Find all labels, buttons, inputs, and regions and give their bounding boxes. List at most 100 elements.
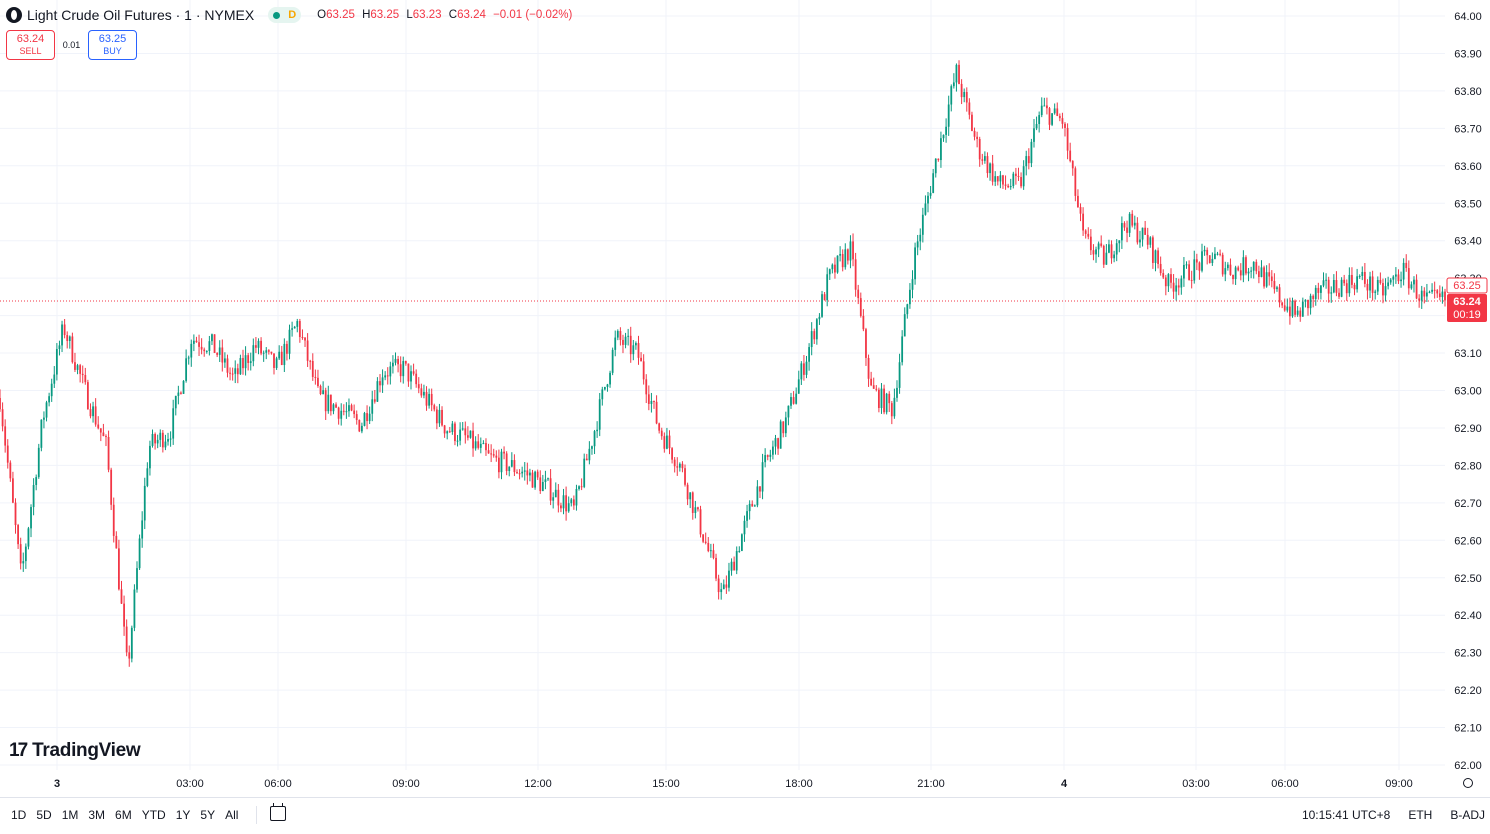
y-tick-label: 62.00 — [1454, 760, 1482, 772]
candle-body — [854, 259, 857, 290]
candle-body — [885, 393, 888, 413]
chart-legend[interactable]: Light Crude Oil Futures · 1 · NYMEX D O6… — [6, 5, 572, 25]
clock-time[interactable]: 10:15:41 UTC+8 — [1301, 808, 1391, 822]
candle-body — [965, 91, 968, 103]
candle-body — [428, 393, 431, 406]
candle-body — [960, 83, 963, 98]
y-tick-label: 64.00 — [1454, 11, 1482, 23]
candle-body — [591, 446, 593, 449]
candle-body — [68, 336, 71, 342]
gear-icon[interactable] — [1463, 778, 1473, 788]
range-1m[interactable]: 1M — [61, 808, 79, 822]
candle-body — [831, 264, 834, 270]
toolbar-divider — [256, 806, 257, 824]
candle-body — [306, 340, 309, 361]
candle-body — [901, 336, 904, 363]
candle-body — [1110, 244, 1113, 259]
range-1d[interactable]: 1D — [11, 808, 27, 822]
sell-button[interactable]: 63.24 SELL — [6, 30, 55, 60]
candle-body — [423, 391, 425, 396]
candle-body — [76, 365, 79, 370]
candle-body — [1118, 240, 1121, 244]
candle-body — [37, 447, 40, 478]
range-1y[interactable]: 1Y — [175, 808, 191, 822]
tradingview-logo[interactable]: 17 TradingView — [9, 740, 141, 762]
candle-body — [1066, 127, 1069, 151]
candle-body — [1100, 243, 1103, 246]
candle-body — [474, 441, 477, 449]
candle-body — [89, 409, 92, 417]
candle-body — [1335, 279, 1338, 293]
candle-body — [138, 538, 141, 569]
candle-body — [580, 486, 583, 488]
symbol-title[interactable]: Light Crude Oil Futures · 1 · NYMEX — [27, 7, 255, 23]
candle-body — [916, 241, 919, 248]
candle-body — [141, 520, 144, 539]
range-all[interactable]: All — [225, 808, 239, 822]
candle-body — [94, 406, 97, 425]
session-type[interactable]: ETH — [1408, 808, 1433, 822]
candle-body — [1226, 264, 1229, 269]
candle-body — [275, 358, 278, 368]
candle-body — [169, 438, 172, 440]
candle-body — [1431, 289, 1433, 292]
candle-body — [839, 254, 842, 256]
candle-body — [1056, 108, 1059, 116]
candle-body — [1040, 105, 1043, 116]
candle-body — [797, 379, 800, 394]
adjustment-type[interactable]: B-ADJ — [1450, 808, 1485, 822]
range-ytd[interactable]: YTD — [141, 808, 166, 822]
candle-body — [1436, 290, 1439, 294]
candle-body — [503, 451, 505, 454]
price-axis[interactable]: 64.0063.9063.8063.7063.6063.5063.4063.30… — [1454, 11, 1482, 772]
candle-body — [456, 440, 459, 442]
candle-body — [1263, 267, 1265, 287]
x-tick-label: 12:00 — [524, 778, 552, 790]
market-status-pill[interactable]: D — [268, 7, 302, 23]
candle-body — [1234, 267, 1237, 280]
candle-body — [379, 381, 381, 386]
candle-body — [479, 443, 482, 448]
y-tick-label: 63.10 — [1454, 348, 1482, 360]
candle-body — [58, 345, 61, 349]
candle-body — [888, 393, 891, 404]
candle-body — [433, 405, 436, 410]
candle-body — [1167, 274, 1170, 287]
candle-body — [332, 404, 335, 412]
time-axis[interactable]: 3 03:00 06:00 09:00 12:00 15:00 18:00 21:00 4 03:… — [54, 778, 1413, 790]
candle-body — [746, 511, 748, 521]
range-5d[interactable]: 5D — [36, 808, 52, 822]
candle-body — [247, 355, 250, 363]
candle-body — [482, 443, 485, 445]
candle-body — [1304, 299, 1307, 302]
candle-body — [772, 446, 774, 455]
candle-body — [668, 435, 671, 449]
candle-body — [614, 337, 617, 350]
candle-body — [1095, 249, 1097, 255]
candle-body — [1097, 243, 1100, 250]
buy-button[interactable]: 63.25 BUY — [88, 30, 137, 60]
candle-body — [903, 314, 906, 337]
candle-body — [35, 477, 38, 486]
range-6m[interactable]: 6M — [115, 808, 132, 822]
range-5y[interactable]: 5Y — [200, 808, 216, 822]
candle-body — [335, 404, 337, 408]
candle-body — [115, 535, 118, 549]
candle-body — [446, 431, 449, 434]
candle-body — [937, 158, 940, 161]
current-price-tag: 63.24 00:19 — [1447, 294, 1487, 322]
x-tick-label: 03:00 — [176, 778, 204, 790]
y-tick-label: 63.70 — [1454, 123, 1482, 135]
candle-body — [598, 399, 601, 430]
candle-body — [947, 104, 950, 127]
range-3m[interactable]: 3M — [88, 808, 106, 822]
calendar-goto-icon[interactable] — [270, 803, 286, 821]
candle-body — [932, 173, 935, 193]
candle-body — [0, 397, 1, 410]
candle-body — [877, 389, 880, 409]
ohlc-values: O63.25 H63.25 L63.23 C63.24 −0.01 (−0.02… — [317, 9, 573, 21]
candle-body — [417, 384, 420, 389]
candle-body — [1214, 253, 1216, 259]
candle-body — [425, 391, 428, 406]
